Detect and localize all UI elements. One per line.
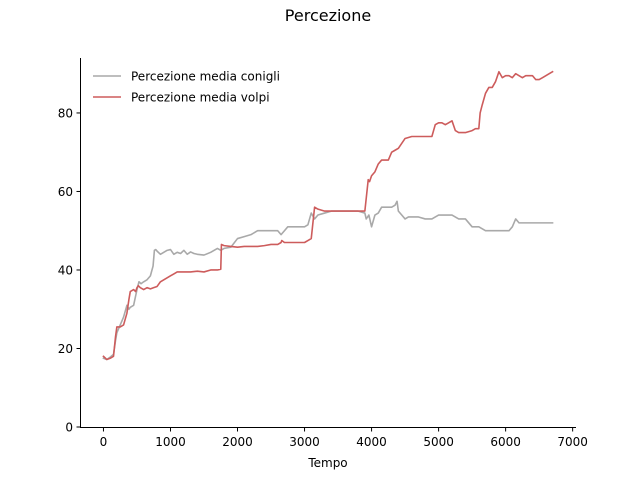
x-tick-label: 7000 xyxy=(557,435,588,449)
legend-label-1: Percezione media volpi xyxy=(131,90,270,104)
y-tick-label: 80 xyxy=(58,106,73,120)
y-tick-label: 60 xyxy=(58,185,73,199)
series-line-0 xyxy=(102,200,554,361)
x-tick-label: 1000 xyxy=(155,435,186,449)
y-tick-label: 40 xyxy=(58,263,73,277)
x-tick-label: 0 xyxy=(100,435,108,449)
x-ticks: 0 1000 2000 3000 4000 5000 6000 7000 xyxy=(100,427,588,449)
y-tick-label: 20 xyxy=(58,342,73,356)
legend-label-0: Percezione media conigli xyxy=(131,69,280,83)
x-tick-label: 4000 xyxy=(356,435,387,449)
series-line-1 xyxy=(102,70,554,361)
x-tick-label: 3000 xyxy=(289,435,320,449)
y-ticks: 0 20 40 60 80 xyxy=(58,106,81,434)
chart-title: Percezione xyxy=(285,6,371,25)
x-tick-label: 6000 xyxy=(490,435,521,449)
x-tick-label: 2000 xyxy=(222,435,253,449)
y-tick-label: 0 xyxy=(65,420,73,434)
legend: Percezione media conigli Percezione media… xyxy=(93,69,280,104)
x-tick-label: 5000 xyxy=(423,435,454,449)
x-axis-label: Tempo xyxy=(307,456,347,470)
series-layer xyxy=(102,70,554,361)
